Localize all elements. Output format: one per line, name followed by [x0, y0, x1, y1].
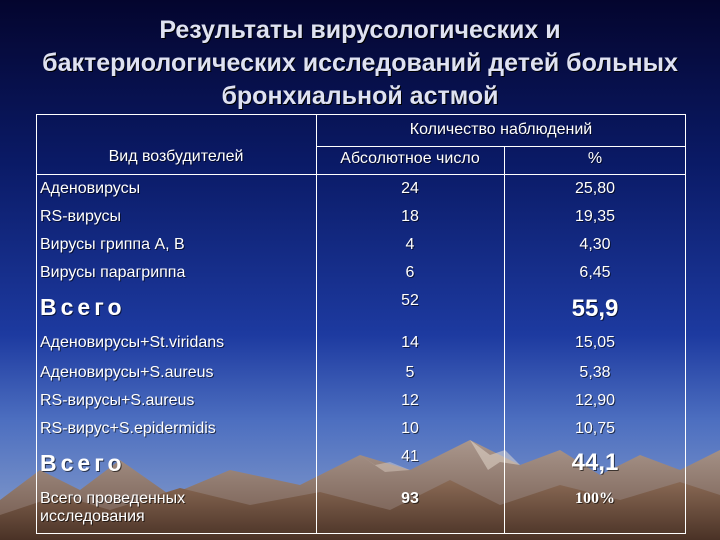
- row-percent: 6,45: [579, 264, 611, 281]
- total-percent: 55,9: [571, 295, 619, 322]
- row-name: RS-вирусы+S.aureus: [40, 392, 195, 409]
- row-name: Вирусы парагриппа: [40, 264, 186, 281]
- row-percent: 12,90: [574, 392, 616, 409]
- header-subdivider: [316, 146, 686, 147]
- grand-total-label: Всего проведенных исследования: [40, 490, 186, 525]
- table-border-bottom: [36, 533, 686, 534]
- row-absolute: 4: [405, 236, 415, 253]
- page-title: Результаты вирусологических и бактериоло…: [42, 16, 678, 110]
- header-percent: %: [587, 150, 603, 167]
- header-divider: [36, 174, 686, 175]
- row-name: RS-вирусы: [40, 208, 122, 225]
- header-observations: Количество наблюдений: [409, 121, 593, 138]
- grand-total-percent: 100%: [575, 490, 615, 507]
- row-name: Аденовирусы: [40, 180, 141, 197]
- results-table: Вид возбудителей Количество наблюдений А…: [36, 114, 686, 534]
- row-percent: 15,05: [574, 334, 616, 351]
- row-absolute: 18: [401, 208, 419, 225]
- row-absolute: 24: [401, 180, 419, 197]
- total-label: Всего: [40, 450, 126, 476]
- row-name: Аденовирусы+S.aureus: [40, 364, 214, 381]
- column-divider-1: [316, 114, 317, 534]
- row-name: RS-вирус+S.epidermidis: [40, 420, 216, 437]
- header-pathogen: Вид возбудителей: [108, 148, 244, 165]
- row-absolute: 6: [405, 264, 415, 281]
- row-percent: 19,35: [574, 208, 616, 225]
- total-absolute: 52: [401, 292, 419, 309]
- row-absolute: 12: [401, 392, 419, 409]
- row-name: Вирусы гриппа А, В: [40, 236, 185, 253]
- row-absolute: 10: [401, 420, 419, 437]
- row-absolute: 5: [405, 364, 415, 381]
- table-border-right: [685, 114, 686, 534]
- header-absolute: Абсолютное число: [340, 150, 480, 167]
- row-percent: 25,80: [574, 180, 616, 197]
- row-percent: 10,75: [574, 420, 616, 437]
- row-percent: 5,38: [579, 364, 611, 381]
- total-label: Всего: [40, 294, 126, 320]
- grand-total-absolute: 93: [401, 490, 419, 507]
- total-percent: 44,1: [571, 449, 619, 476]
- row-percent: 4,30: [579, 236, 611, 253]
- total-absolute: 41: [401, 448, 419, 465]
- column-divider-2: [504, 146, 505, 534]
- table-border-top: [36, 114, 686, 115]
- row-absolute: 14: [401, 334, 419, 351]
- row-name: Аденовирусы+St.viridans: [40, 334, 225, 351]
- table-border-left: [36, 114, 37, 534]
